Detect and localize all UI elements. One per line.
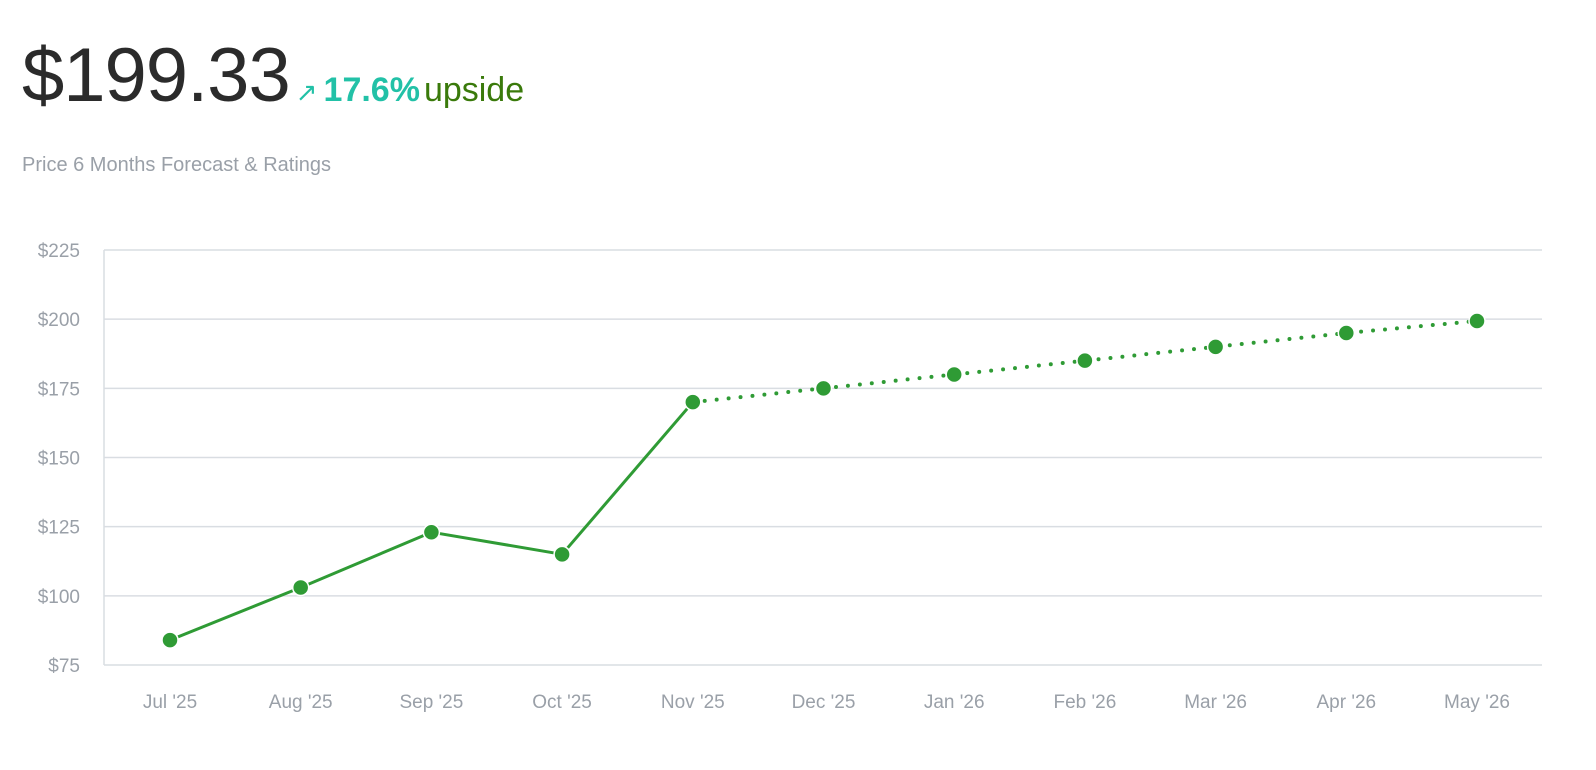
x-tick-label: Oct '25 <box>532 692 592 713</box>
data-point <box>1337 324 1356 342</box>
current-price: $199.33 <box>22 33 291 118</box>
data-point <box>814 379 833 398</box>
x-tick-label: Dec '25 <box>792 692 856 713</box>
history-line <box>168 400 695 642</box>
x-tick-label: Jul '25 <box>143 692 197 713</box>
x-tick-label: Apr '26 <box>1316 692 1376 713</box>
north-east-arrow-icon: ↗ <box>295 77 318 107</box>
y-tick-label: $200 <box>38 310 80 331</box>
data-point <box>945 365 963 384</box>
x-tick-label: May '26 <box>1444 692 1510 713</box>
y-tick-label: $125 <box>38 518 80 539</box>
data-point <box>1206 338 1225 356</box>
chart-subtitle: Price 6 Months Forecast & Ratings <box>22 154 332 176</box>
y-tick-label: $75 <box>48 656 80 677</box>
x-tick-label: Nov '25 <box>661 692 725 713</box>
data-point <box>684 393 702 411</box>
data-point <box>161 631 179 649</box>
upside-percent: 17.6% <box>323 71 420 109</box>
x-tick-label: Aug '25 <box>269 692 333 713</box>
x-tick-label: Sep '25 <box>399 692 463 713</box>
data-point <box>422 523 441 541</box>
y-tick-label: $100 <box>38 587 80 608</box>
data-point <box>553 545 571 564</box>
data-point <box>291 578 310 597</box>
y-tick-label: $150 <box>38 449 80 470</box>
upside-label: upside <box>423 71 525 109</box>
x-tick-label: Mar '26 <box>1184 692 1247 713</box>
data-point <box>1468 312 1486 330</box>
x-tick-label: Jan '26 <box>924 692 985 713</box>
x-tick-label: Feb '26 <box>1054 692 1117 713</box>
y-tick-label: $175 <box>38 379 80 400</box>
y-tick-label: $225 <box>38 241 80 262</box>
data-point <box>1076 351 1094 370</box>
price-header: $199.33 ↗ 17.6% upside <box>22 38 524 114</box>
